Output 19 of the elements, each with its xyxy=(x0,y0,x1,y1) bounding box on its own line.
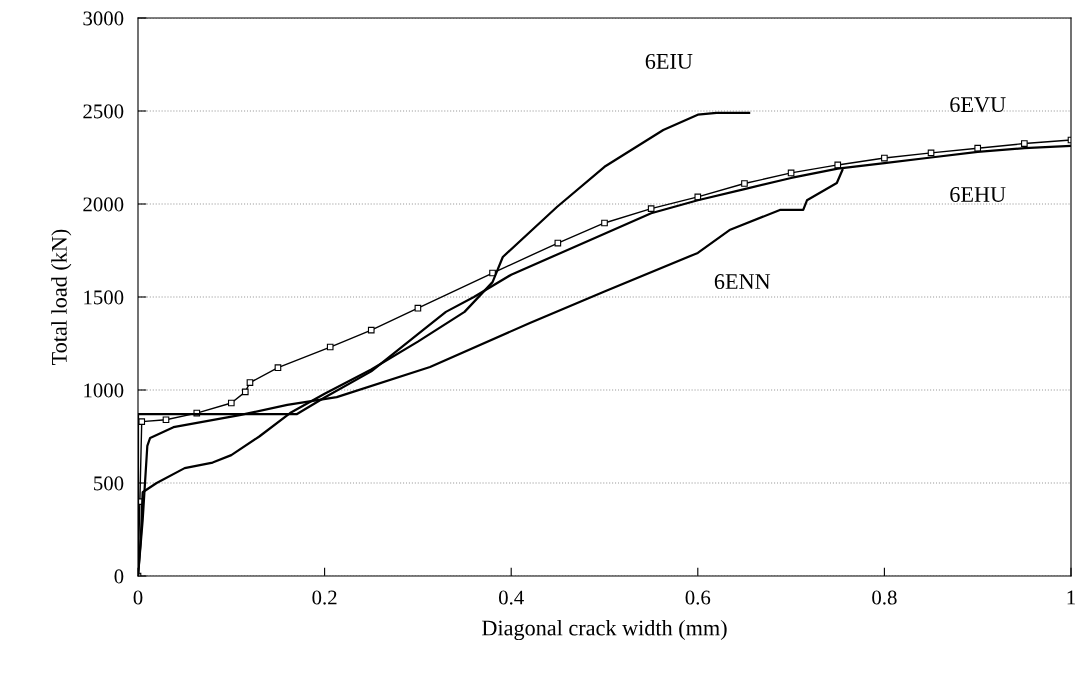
series-label: 6ENN xyxy=(714,274,771,290)
y-tick-label: 2000 xyxy=(83,197,124,212)
series-label: 6EVU xyxy=(950,97,1006,113)
y-tick-label: 500 xyxy=(94,476,124,491)
y-tick-label: 0 xyxy=(114,569,124,584)
y-tick-label: 3000 xyxy=(83,11,124,26)
x-tick-label: 1 xyxy=(1067,590,1075,605)
y-tick-label: 1000 xyxy=(84,383,124,398)
x-tick-label: 0.4 xyxy=(498,590,524,605)
text: 6EIU xyxy=(645,53,693,69)
x-tick-label: 0.2 xyxy=(312,590,337,605)
y-axis-title: Total load (kN) xyxy=(51,229,72,365)
series-label: 6EHU xyxy=(950,186,1006,202)
y-tick-label: 2500 xyxy=(83,104,124,119)
x-tick-label: 0.6 xyxy=(685,590,711,605)
y-tick-label: 1500 xyxy=(84,290,124,305)
x-tick-label: 0 xyxy=(133,590,143,605)
x-axis-title: Diagonal crack width (mm) xyxy=(482,619,727,641)
x-tick-label: 0.8 xyxy=(872,590,897,605)
